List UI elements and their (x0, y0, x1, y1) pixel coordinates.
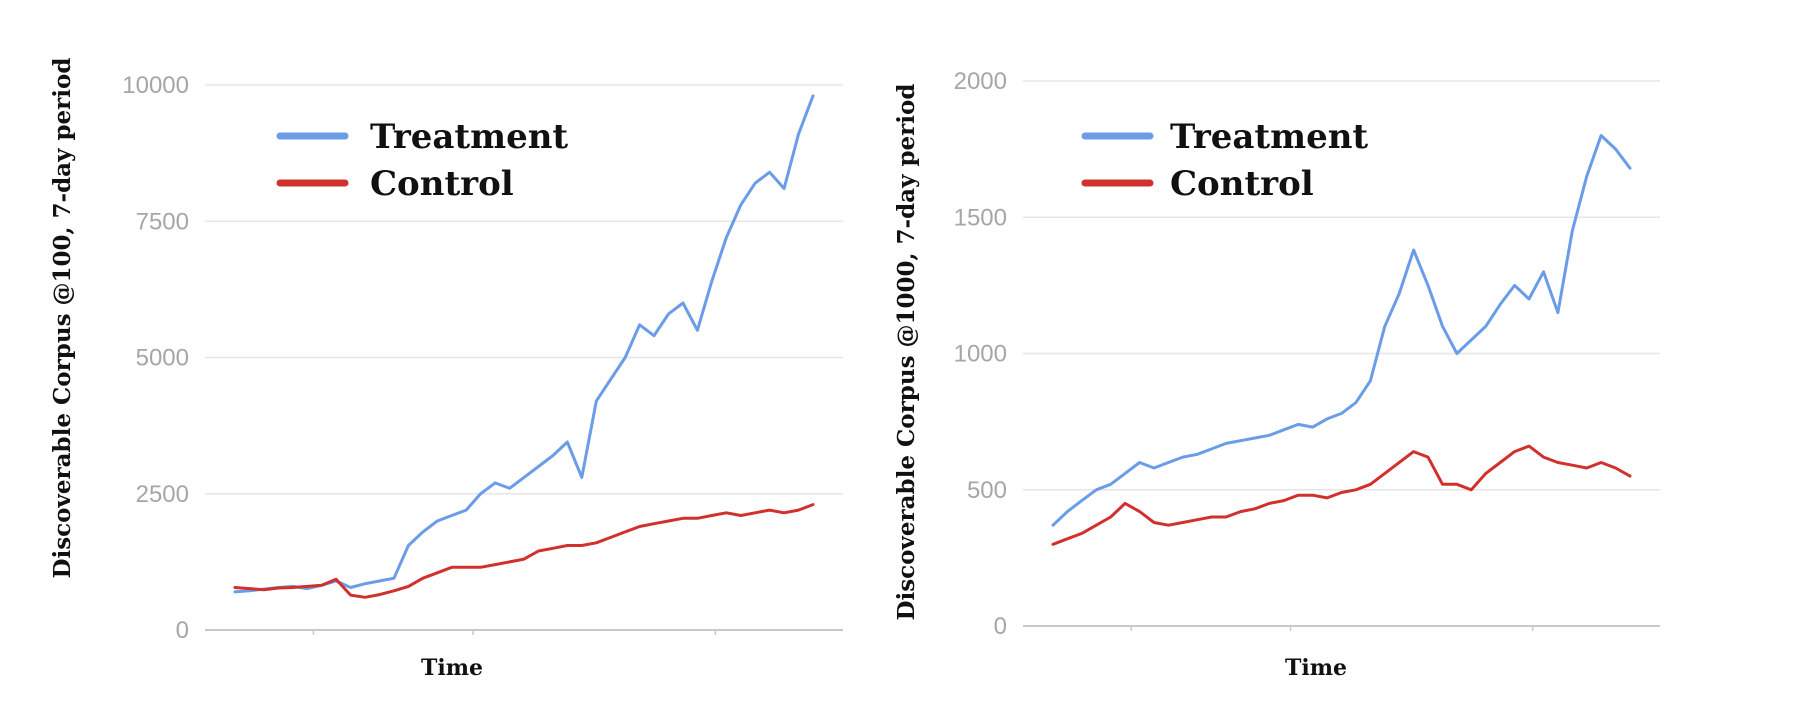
chart-left-legend-control-label: Control (370, 164, 514, 204)
chart-right-series-treatment-line (1051, 134, 1632, 527)
chart-right-y-tick-label: 1500 (954, 204, 1007, 231)
chart-left-series-treatment-line (233, 94, 815, 594)
chart-right-plot-area: 0 500 1000 1500 2000 (954, 68, 1660, 640)
chart-right-legend-treatment-label: Treatment (1170, 117, 1368, 157)
chart-left-y-tick-label: 7500 (136, 208, 189, 235)
chart-right-legend-control-label: Control (1170, 164, 1314, 204)
chart-left-y-axis-label: Discoverable Corpus @100, 7-day period (49, 58, 76, 579)
chart-right-y-tick-label: 500 (967, 477, 1007, 504)
chart-right-y-tick-label: 1000 (954, 341, 1007, 368)
chart-discoverable-corpus-1000: 0 500 1000 1500 2000 Discoverable Corpus @10… (880, 0, 1806, 724)
chart-right-y-axis-label: Discoverable Corpus @1000, 7-day period (893, 84, 920, 621)
chart-discoverable-corpus-100: 0 2500 5000 7500 10000 Discoverable Corpus @… (0, 0, 880, 724)
chart-left-y-tick-label: 10000 (122, 72, 189, 99)
chart-left-y-tick-label: 5000 (136, 345, 189, 372)
chart-left-legend-treatment-label: Treatment (370, 117, 568, 157)
chart-right-svg: 0 500 1000 1500 2000 Discoverable Corpus @10… (893, 68, 1660, 681)
chart-right-y-tick-label: 0 (994, 613, 1007, 640)
chart-left-y-tick-label: 2500 (136, 481, 189, 508)
chart-left-x-axis-label: Time (421, 655, 483, 681)
chart-left-series-control-line (233, 503, 815, 599)
chart-right-series-control-line (1051, 444, 1632, 546)
chart-right-x-axis-label: Time (1285, 655, 1347, 681)
chart-left-svg: 0 2500 5000 7500 10000 Discoverable Corpus @… (49, 58, 843, 681)
chart-left-plot-area: 0 2500 5000 7500 10000 (122, 72, 843, 644)
chart-left-y-tick-label: 0 (176, 617, 189, 644)
chart-right-y-tick-label: 2000 (954, 68, 1007, 95)
